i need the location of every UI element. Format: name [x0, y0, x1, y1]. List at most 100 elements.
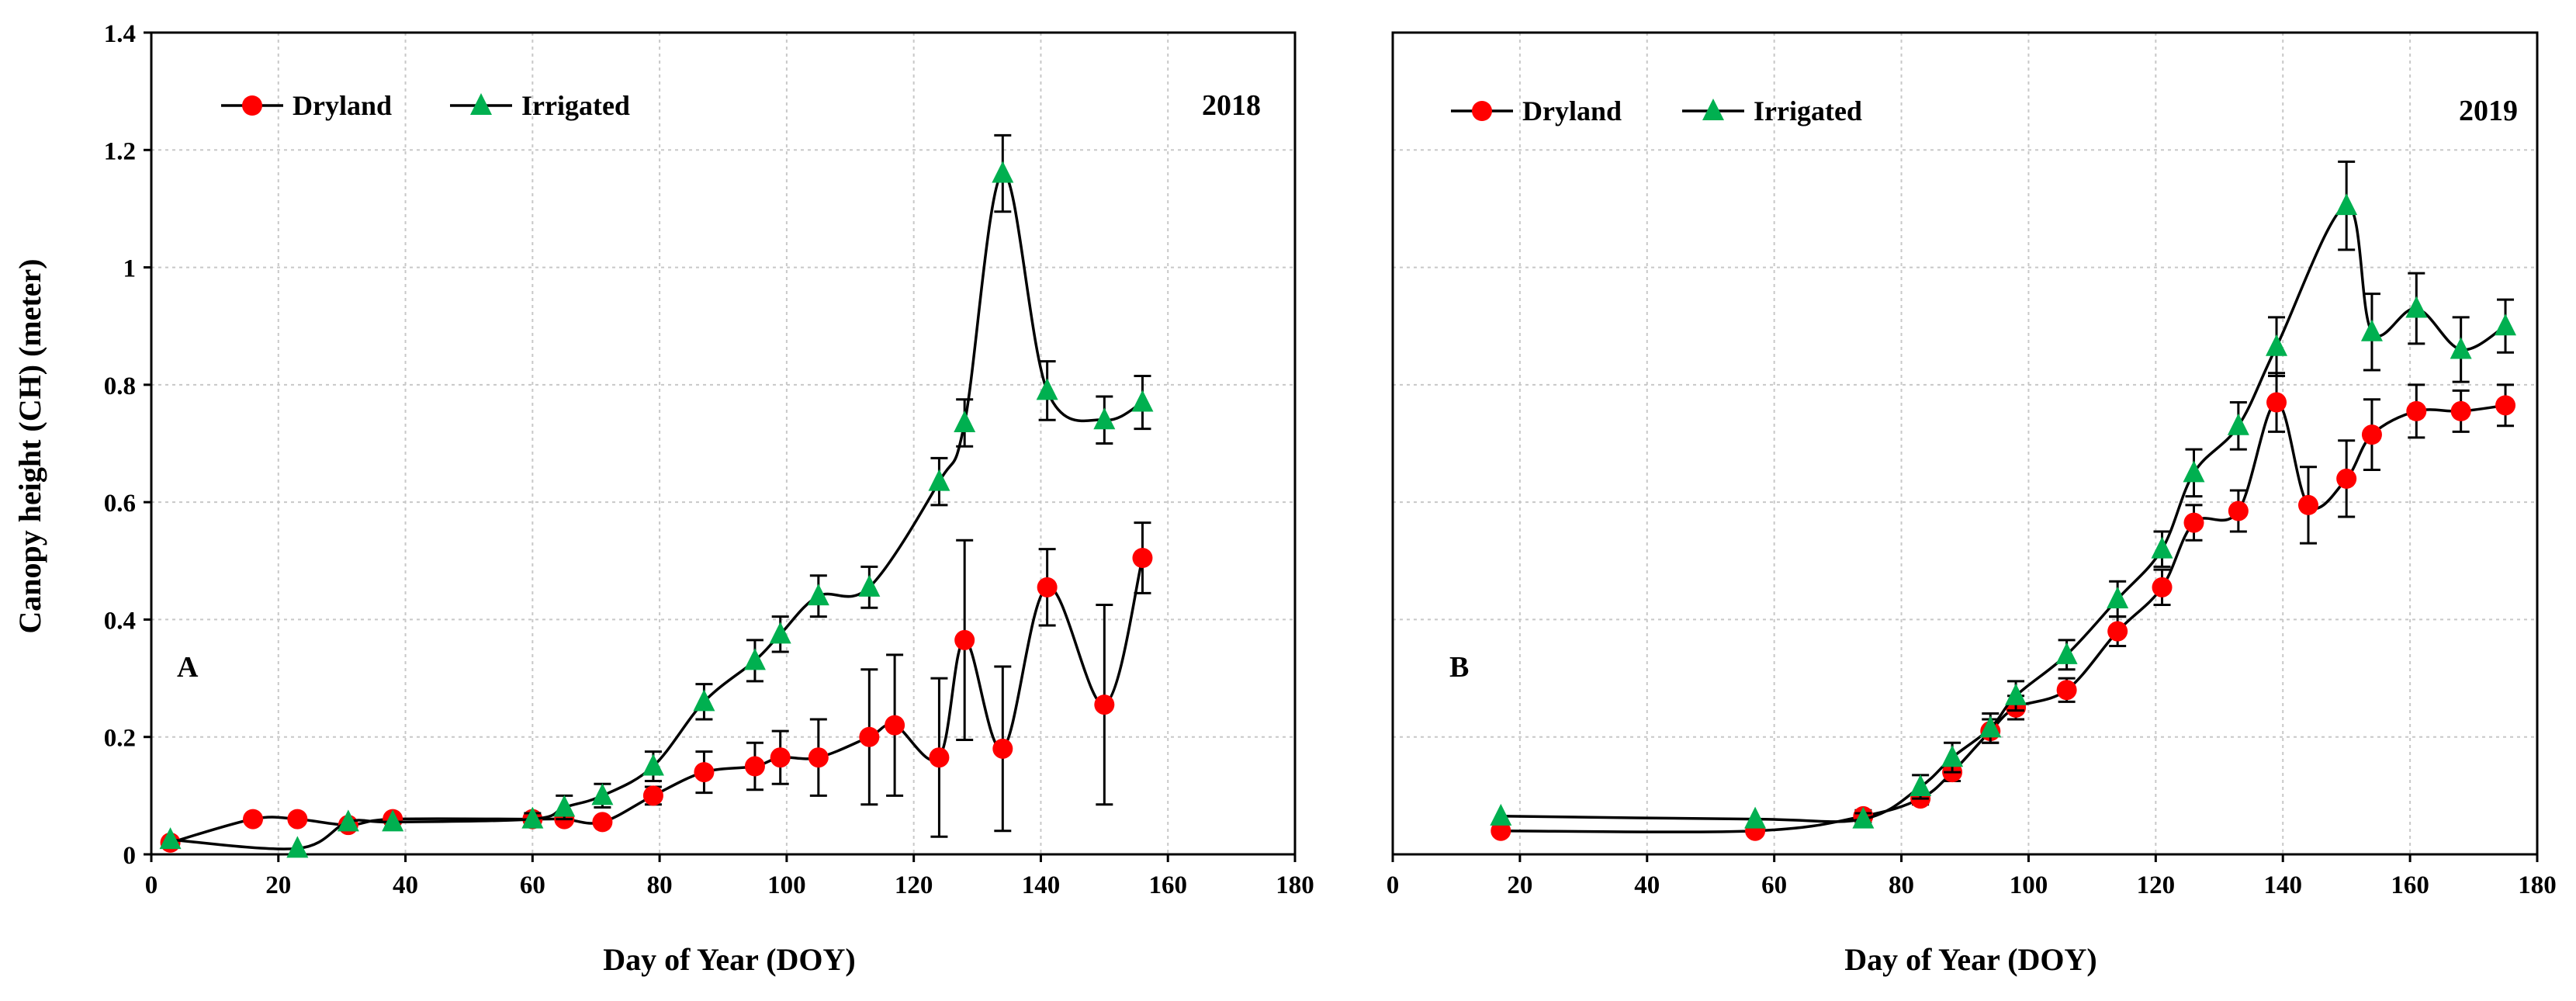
legend-marker-irrigated — [470, 93, 492, 115]
x-axis-title: Day of Year (DOY) — [1844, 942, 2097, 977]
irrigated-data-point — [992, 161, 1014, 183]
dryland-data-point — [2107, 621, 2128, 642]
x-tick-label: 0 — [145, 871, 158, 899]
irrigated-data-point — [2227, 413, 2249, 435]
x-tick-label: 180 — [2518, 871, 2557, 899]
dryland-data-point — [2152, 577, 2173, 597]
irrigated-data-point — [286, 836, 309, 858]
x-tick-label: 0 — [1387, 871, 1400, 899]
x-tick-label: 140 — [1022, 871, 1061, 899]
irrigated-data-point — [2495, 313, 2517, 336]
y-tick-label: 0 — [123, 842, 137, 870]
irrigated-data-point — [337, 809, 359, 832]
irrigated-data-point — [2450, 337, 2472, 359]
x-tick-label: 180 — [1276, 871, 1314, 899]
dryland-data-point — [287, 809, 308, 830]
irrigated-data-point — [2183, 460, 2205, 483]
x-tick-label: 60 — [520, 871, 545, 899]
dryland-data-point — [929, 747, 950, 768]
irrigated-data-point — [553, 795, 576, 817]
y-tick-label: 1.4 — [104, 20, 136, 48]
legend-label-irrigated: Irrigated — [521, 90, 630, 121]
x-tick-label: 20 — [1507, 871, 1532, 899]
legend-marker-dryland — [1472, 101, 1492, 121]
dryland-data-point — [1037, 577, 1058, 597]
irrigated-data-point — [1744, 806, 1767, 829]
irrigated-data-point — [1909, 774, 1932, 797]
irrigated-data-point — [159, 827, 182, 850]
y-tick-label: 1.2 — [104, 137, 136, 165]
dryland-data-point — [2361, 424, 2382, 445]
y-tick-label: 0.4 — [104, 607, 136, 635]
dryland-data-point — [954, 629, 975, 650]
legend-marker-dryland — [242, 95, 262, 116]
legend-label-dryland: Dryland — [1522, 95, 1622, 126]
irrigated-data-point — [769, 622, 791, 644]
irrigated-data-point — [693, 689, 715, 712]
irrigated-data-point — [382, 809, 404, 832]
legend-marker-irrigated — [1702, 99, 1724, 120]
irrigated-data-point — [642, 753, 664, 776]
x-tick-label: 120 — [895, 871, 933, 899]
dryland-data-point — [2056, 680, 2077, 701]
year-label: 2018 — [1202, 89, 1261, 122]
irrigated-data-point — [2107, 586, 2129, 608]
dryland-data-point — [1491, 820, 1511, 841]
irrigated-data-point — [2360, 319, 2383, 341]
irrigated-data-point — [743, 648, 766, 670]
y-axis-title: Canopy height (CH) (meter) — [12, 258, 47, 633]
y-tick-label: 0.2 — [104, 725, 136, 753]
year-label: 2019 — [2459, 95, 2518, 127]
dryland-data-point — [885, 715, 905, 736]
x-tick-label: 40 — [393, 871, 418, 899]
x-tick-label: 140 — [2263, 871, 2302, 899]
irrigated-data-point — [807, 584, 829, 606]
dryland-series-line — [1501, 400, 2506, 833]
plot-frame — [1391, 31, 2539, 856]
dryland-data-point — [2266, 392, 2287, 413]
x-tick-label: 40 — [1634, 871, 1660, 899]
legend-label-dryland: Dryland — [293, 90, 392, 121]
irrigated-data-point — [591, 783, 614, 805]
dryland-data-point — [694, 762, 715, 783]
irrigated-data-point — [2266, 334, 2288, 356]
irrigated-data-point — [521, 806, 544, 829]
x-axis-title: Day of Year (DOY) — [603, 942, 856, 977]
irrigated-data-point — [2151, 536, 2173, 559]
dryland-data-point — [2495, 395, 2516, 416]
x-tick-label: 80 — [1889, 871, 1914, 899]
dryland-data-point — [592, 812, 613, 833]
irrigated-data-point — [858, 574, 881, 597]
panel-letter: A — [177, 651, 199, 684]
dryland-data-point — [2183, 512, 2204, 533]
x-tick-label: 160 — [2391, 871, 2429, 899]
irrigated-data-point — [1941, 745, 1964, 767]
irrigated-data-point — [2335, 193, 2358, 216]
dryland-data-point — [1094, 694, 1115, 715]
dryland-data-point — [2406, 400, 2427, 421]
irrigated-series-line — [1501, 204, 2506, 823]
dryland-data-point — [992, 738, 1013, 759]
dryland-data-point — [2298, 494, 2318, 515]
irrigated-data-point — [2405, 296, 2428, 318]
y-tick-label: 1 — [123, 255, 137, 283]
irrigated-data-point — [2055, 642, 2078, 664]
dryland-data-point — [808, 747, 829, 768]
panel-b-chart: 0 20 40 60 80 100 120 140 160 180 Day of Year (DOY… — [1387, 31, 2557, 977]
x-tick-label: 80 — [647, 871, 673, 899]
irrigated-data-point — [928, 469, 950, 491]
irrigated-data-point — [1036, 378, 1058, 400]
irrigated-data-point — [1131, 390, 1154, 412]
dryland-data-point — [859, 726, 880, 747]
dryland-data-point — [243, 809, 264, 830]
dryland-data-point — [2228, 500, 2249, 521]
dryland-data-point — [2336, 468, 2357, 489]
irrigated-data-point — [954, 410, 976, 433]
plot-frame — [150, 31, 1297, 856]
x-tick-label: 60 — [1761, 871, 1787, 899]
panel-a-chart: 0 20 40 60 80 100 120 140 160 180 0 0.2 0.4 0.6 0.8 1 1.… — [104, 20, 1314, 977]
irrigated-data-point — [1093, 407, 1116, 430]
irrigated-data-point — [2005, 683, 2027, 705]
dryland-data-point — [1132, 548, 1153, 569]
